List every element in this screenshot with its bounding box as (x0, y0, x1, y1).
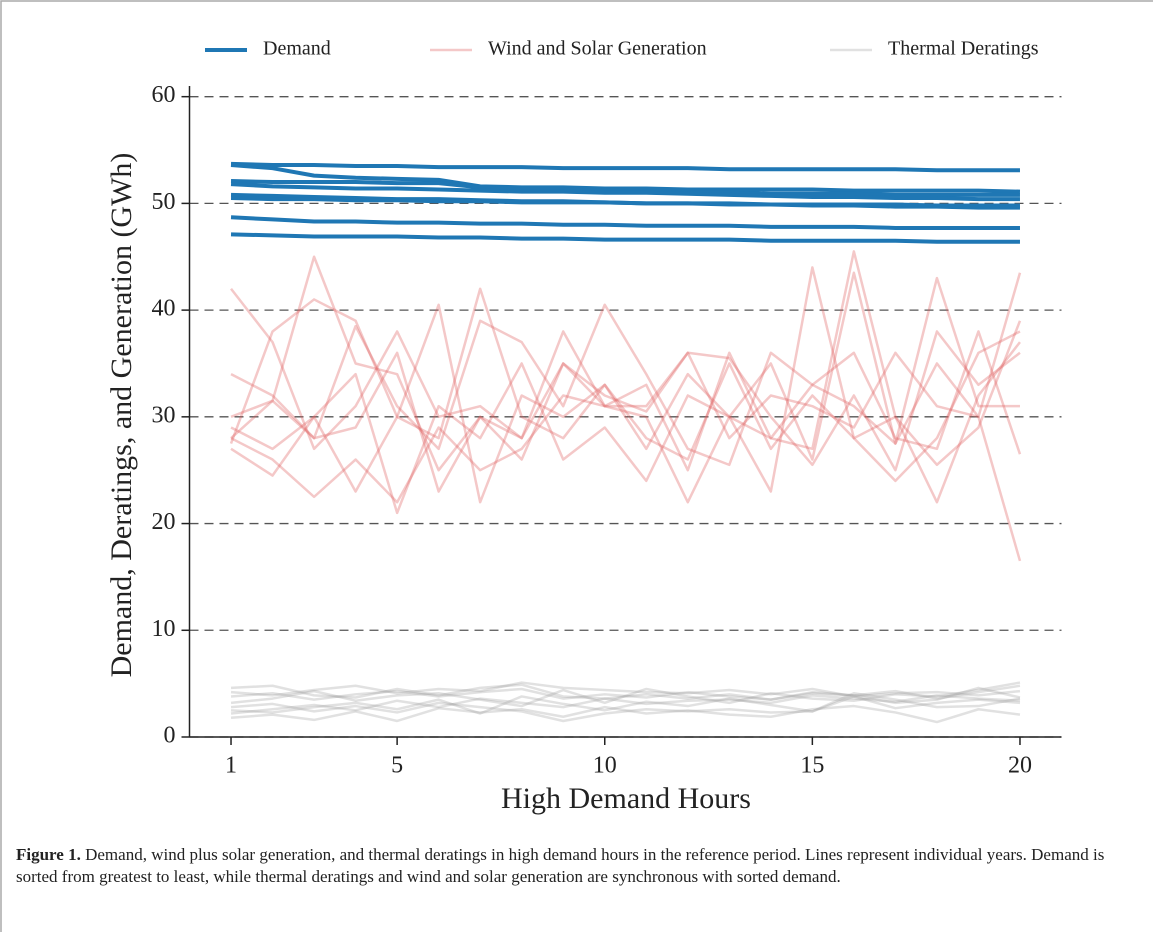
x-axis-label: High Demand Hours (501, 782, 751, 815)
y-tick-label: 30 (152, 402, 176, 428)
series-line (230, 683, 1021, 705)
y-tick-label: 20 (152, 509, 176, 535)
series-line (230, 215, 1020, 230)
caption: Figure 1. Demand, wind plus solar genera… (16, 844, 1136, 888)
series-line (230, 162, 1021, 194)
legend-label: Wind and Solar Generation (488, 38, 707, 60)
series-line (230, 681, 1021, 698)
y-tick-label: 50 (152, 189, 176, 215)
series-line (230, 704, 1021, 724)
y-axis-label: Demand, Deratings, and Generation (GWh) (105, 153, 138, 678)
series-line (230, 695, 1021, 715)
x-tick-label: 20 (1008, 753, 1032, 779)
series-line (230, 694, 1021, 715)
series-line (230, 182, 1020, 202)
series-line (230, 250, 1022, 504)
x-tick-label: 5 (391, 753, 403, 779)
series-line (230, 255, 1022, 562)
series-line (230, 232, 1020, 244)
series-line (230, 681, 1021, 708)
series-line (230, 161, 1020, 173)
series-line (230, 276, 1020, 467)
series-line (230, 330, 1021, 493)
y-tick-label: 60 (152, 82, 176, 108)
y-tick-label: 0 (164, 723, 176, 749)
series-line (230, 684, 1021, 701)
x-tick-label: 10 (593, 753, 617, 779)
y-tick-label: 10 (152, 616, 176, 642)
series-line (229, 271, 1022, 461)
caption-text: Demand, wind plus solar generation, and … (16, 845, 1105, 886)
legend-label: Demand (263, 38, 331, 60)
series-line (230, 303, 1021, 504)
legend-label: Thermal Deratings (888, 38, 1039, 60)
caption-label: Figure 1. (16, 845, 81, 864)
x-tick-label: 15 (800, 753, 824, 779)
y-tick-label: 40 (152, 296, 176, 322)
series-line (230, 196, 1020, 208)
x-tick-label: 1 (225, 753, 237, 779)
series-line (230, 691, 1021, 723)
series-line (230, 288, 1022, 472)
series-line (230, 266, 1021, 515)
